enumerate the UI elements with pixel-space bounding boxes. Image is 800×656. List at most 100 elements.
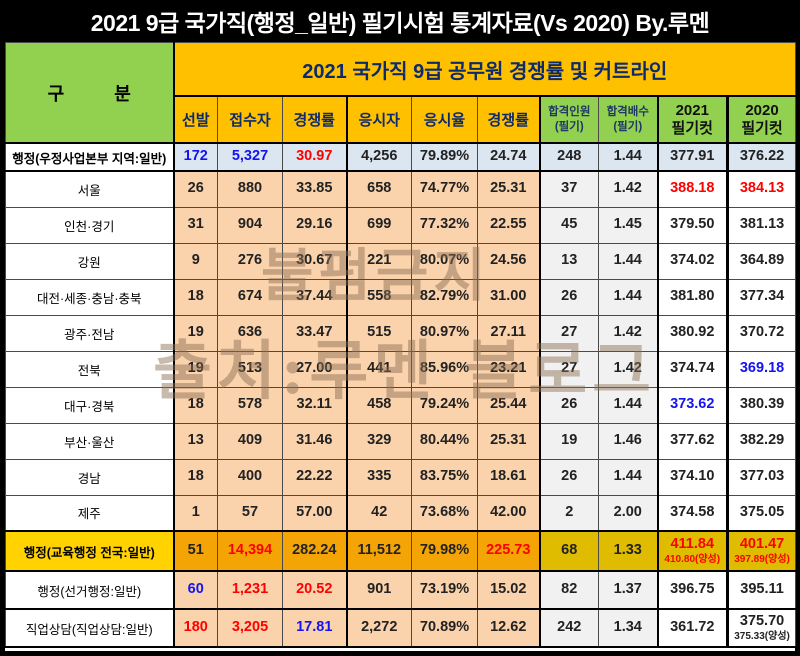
cell-pass-multiple: 1.42 (598, 170, 659, 208)
cell-take-rate: 79.89% (411, 142, 478, 172)
col-header-real-ratio: 경쟁률 (477, 95, 541, 144)
cell-cut-2020: 395.11 (726, 570, 797, 610)
col-header-takers: 응시자 (346, 95, 412, 144)
cell-real-ratio: 24.74 (477, 142, 541, 172)
cell-comp-ratio: 33.47 (282, 314, 348, 352)
cell-real-ratio: 22.55 (477, 206, 541, 244)
cell-cut-2020: 380.39 (726, 386, 797, 424)
table-row: 행정(우정사업본부 지역:일반) 172 5,327 30.97 4,256 79.89%… (5, 142, 797, 172)
cell-comp-ratio: 17.81 (282, 608, 348, 648)
cell-pass-count: 248 (539, 142, 599, 172)
cell-comp-ratio: 31.46 (282, 422, 348, 460)
cell-take-rate: 77.32% (411, 206, 478, 244)
cell-takers: 699 (346, 206, 412, 244)
cell-pass-count: 26 (539, 386, 599, 424)
cell-cut-2020: 377.03 (726, 458, 797, 496)
cell-real-ratio: 15.02 (477, 570, 541, 610)
page-title: 2021 9급 국가직(행정_일반) 필기시험 통계자료(Vs 2020) By… (90, 10, 710, 36)
row-label: 대전·세종·충남·충북 (5, 278, 175, 316)
table-row: 광주·전남 19 636 33.47 515 80.97% 27.11 27 1.42 380.9… (5, 314, 797, 352)
cell-pass-multiple: 1.37 (598, 570, 659, 610)
cell-take-rate: 73.19% (411, 570, 478, 610)
cell-takers: 4,256 (346, 142, 412, 172)
col-header-cut-2020-line2: 필기컷 (741, 119, 783, 137)
cell-takers: 2,272 (346, 608, 412, 648)
cell-take-rate: 79.24% (411, 386, 478, 424)
cell-cut-2021: 379.50 (657, 206, 729, 244)
cell-selected: 60 (173, 570, 218, 610)
cell-pass-multiple: 1.42 (598, 314, 659, 352)
table-row: 대구·경북 18 578 32.11 458 79.24% 25.44 26 1.44 373.6… (5, 386, 797, 424)
col-header-pass-count-line1: 합격인원 (548, 106, 591, 119)
title-bar: 2021 9급 국가직(행정_일반) 필기시험 통계자료(Vs 2020) By… (5, 0, 795, 42)
col-header-pass-multiple-line1: 합격배수 (606, 106, 649, 119)
cell-selected: 180 (173, 608, 218, 648)
cell-pass-multiple: 1.44 (598, 142, 659, 172)
cell-comp-ratio: 27.00 (282, 350, 348, 388)
cell-cut-2020: 370.72 (726, 314, 797, 352)
cell-takers: 335 (346, 458, 412, 496)
cell-pass-multiple: 1.34 (598, 608, 659, 648)
cell-applicants: 400 (217, 458, 283, 496)
cell-real-ratio: 31.00 (477, 278, 541, 316)
cell-pass-count: 19 (539, 422, 599, 460)
table-row: 부산·울산 13 409 31.46 329 80.44% 25.31 19 1.46 377.6… (5, 422, 797, 460)
cell-cut-2021: 411.84 410.80(양성) (657, 530, 729, 572)
row-label: 광주·전남 (5, 314, 175, 352)
cell-cut-2020: 364.89 (726, 242, 797, 280)
table-body: 행정(우정사업본부 지역:일반) 172 5,327 30.97 4,256 79.89%… (5, 142, 797, 648)
row-label: 대구·경북 (5, 386, 175, 424)
cell-real-ratio: 18.61 (477, 458, 541, 496)
table-row: 직업상담(직업상담:일반) 180 3,205 17.81 2,272 70.89% 12.… (5, 608, 797, 648)
cell-applicants: 276 (217, 242, 283, 280)
cell-pass-count: 27 (539, 350, 599, 388)
cell-cut-2021: 374.58 (657, 494, 729, 532)
row-label: 제주 (5, 494, 175, 532)
cell-pass-multiple: 1.45 (598, 206, 659, 244)
cell-takers: 221 (346, 242, 412, 280)
cell-takers: 515 (346, 314, 412, 352)
table-row: 강원 9 276 30.67 221 80.07% 24.56 13 1.44 374.02 364… (5, 242, 797, 280)
col-header-cut-2020: 2020 필기컷 (726, 95, 797, 144)
table-row: 인천·경기 31 904 29.16 699 77.32% 22.55 45 1.45 379.5… (5, 206, 797, 244)
col-header-cut-2021-line2: 필기컷 (671, 119, 713, 137)
col-header-take-rate: 응시율 (411, 95, 478, 144)
cell-comp-ratio: 30.67 (282, 242, 348, 280)
table-row: 서울 26 880 33.85 658 74.77% 25.31 37 1.42 388.18 38… (5, 170, 797, 208)
table-row: 행정(선거행정:일반) 60 1,231 20.52 901 73.19% 15.02 82 1… (5, 570, 797, 610)
col-header-cut-2021: 2021 필기컷 (657, 95, 729, 144)
col-header-cut-2020-line1: 2020 (745, 101, 779, 119)
cell-take-rate: 74.77% (411, 170, 478, 208)
cell-cut-2021: 381.80 (657, 278, 729, 316)
cell-applicants: 57 (217, 494, 283, 532)
cell-takers: 658 (346, 170, 412, 208)
cell-take-rate: 82.79% (411, 278, 478, 316)
cell-cut-2020: 401.47 397.89(양성) (726, 530, 797, 572)
row-label: 행정(교육행정 전국:일반) (5, 530, 175, 572)
cell-applicants: 904 (217, 206, 283, 244)
cell-takers: 329 (346, 422, 412, 460)
cell-selected: 18 (173, 386, 218, 424)
cell-cut-2020: 382.29 (726, 422, 797, 460)
cell-pass-multiple: 1.46 (598, 422, 659, 460)
row-label: 서울 (5, 170, 175, 208)
cell-take-rate: 79.98% (411, 530, 478, 572)
table-row: 제주 1 57 57.00 42 73.68% 42.00 2 2.00 374.58 375.05 (5, 494, 797, 532)
cell-selected: 18 (173, 458, 218, 496)
cell-comp-ratio: 20.52 (282, 570, 348, 610)
cell-selected: 18 (173, 278, 218, 316)
col-header-pass-multiple-line2: (필기) (613, 120, 643, 133)
cell-comp-ratio: 29.16 (282, 206, 348, 244)
cell-applicants: 409 (217, 422, 283, 460)
row-label: 행정(우정사업본부 지역:일반) (5, 142, 175, 172)
cell-cut-2021: 374.10 (657, 458, 729, 496)
cell-applicants: 513 (217, 350, 283, 388)
cell-take-rate: 70.89% (411, 608, 478, 648)
cell-takers: 458 (346, 386, 412, 424)
cell-takers: 11,512 (346, 530, 412, 572)
row-label: 인천·경기 (5, 206, 175, 244)
cell-cut-2021: 377.91 (657, 142, 729, 172)
cell-take-rate: 73.68% (411, 494, 478, 532)
cell-real-ratio: 225.73 (477, 530, 541, 572)
